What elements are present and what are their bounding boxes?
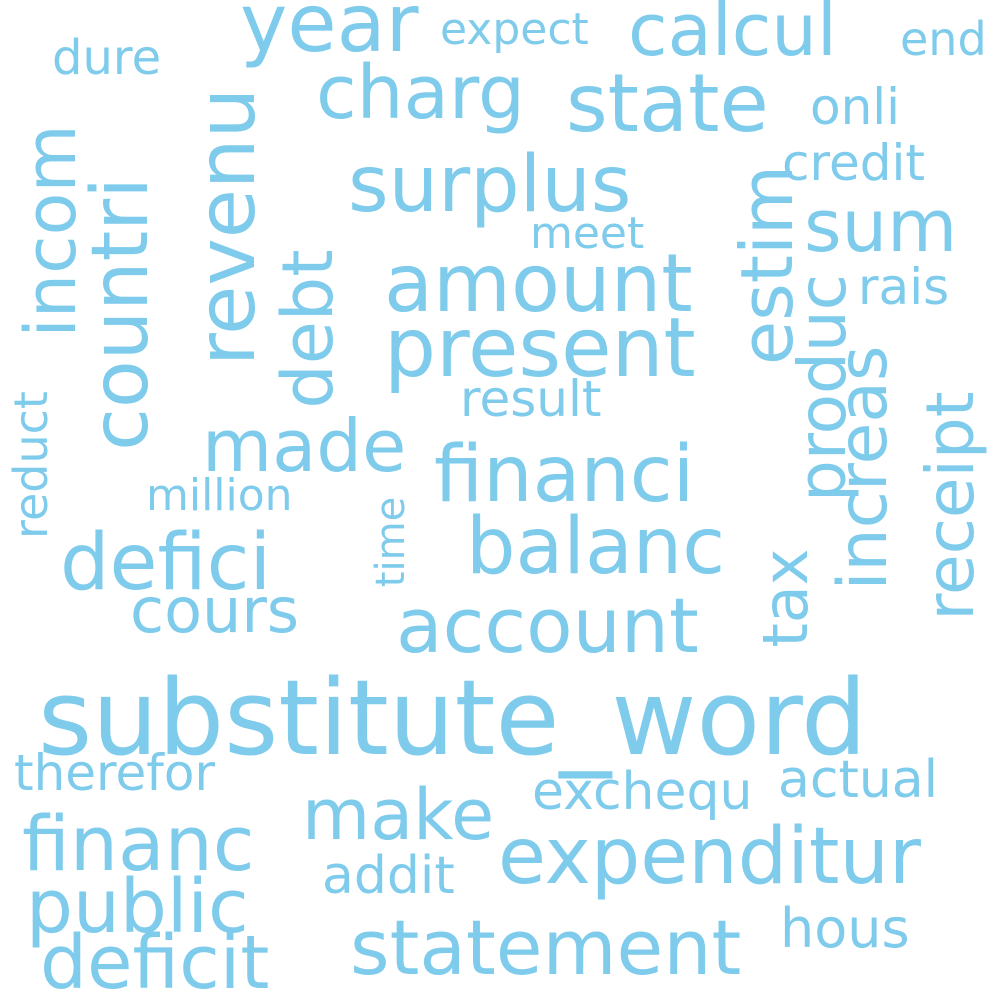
word-balanc: balanc [466, 502, 726, 592]
word-made: made [202, 404, 407, 488]
word-credit: credit [782, 134, 925, 192]
word-countri: countri [76, 177, 166, 451]
word-hous: hous [780, 897, 910, 960]
word-financ: financ [22, 799, 255, 888]
word-defici: defici [60, 518, 272, 608]
word-increas: increas [824, 345, 903, 591]
word-calcul: calcul [628, 0, 837, 72]
word-substitute-word: substitute_word [38, 657, 868, 779]
word-charg: charg [316, 50, 526, 136]
word-dure: dure [52, 30, 162, 86]
word-state: state [566, 57, 769, 150]
word-receipt: receipt [912, 391, 989, 621]
word-sum: sum [804, 184, 958, 268]
word-tax: tax [749, 548, 822, 648]
word-debt: debt [267, 249, 349, 409]
word-account: account [396, 581, 699, 670]
word-public: public [26, 864, 249, 950]
word-amount: amount [384, 237, 693, 330]
word-revenu: revenu [180, 87, 273, 366]
word-onli: onli [810, 78, 901, 136]
word-reduct: reduct [4, 391, 58, 539]
word-year: year [240, 0, 419, 70]
word-exchequ: exchequ [532, 762, 753, 822]
word-statement: statement [350, 903, 742, 992]
word-present: present [384, 301, 696, 396]
word-meet: meet [530, 208, 645, 259]
word-time: time [368, 496, 414, 588]
word-actual: actual [778, 750, 939, 810]
word-addit: addit [322, 846, 455, 906]
word-expenditur: expenditur [498, 812, 921, 902]
word-deficit: deficit [40, 920, 270, 1000]
word-financi: financi [434, 430, 695, 520]
word-million: million [146, 470, 293, 521]
word-incom: incom [10, 124, 92, 338]
word-end: end [900, 12, 987, 66]
word-surplus: surplus [348, 140, 632, 230]
word-result: result [460, 370, 602, 428]
word-expect: expect [440, 4, 589, 55]
word-therefor: therefor [14, 744, 216, 802]
word-make: make [302, 774, 495, 856]
word-rais: rais [858, 258, 950, 316]
word-cours: cours [130, 574, 300, 647]
